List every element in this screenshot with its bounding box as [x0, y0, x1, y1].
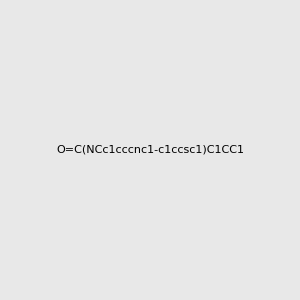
Text: O=C(NCc1cccnc1-c1ccsc1)C1CC1: O=C(NCc1cccnc1-c1ccsc1)C1CC1 [56, 145, 244, 155]
